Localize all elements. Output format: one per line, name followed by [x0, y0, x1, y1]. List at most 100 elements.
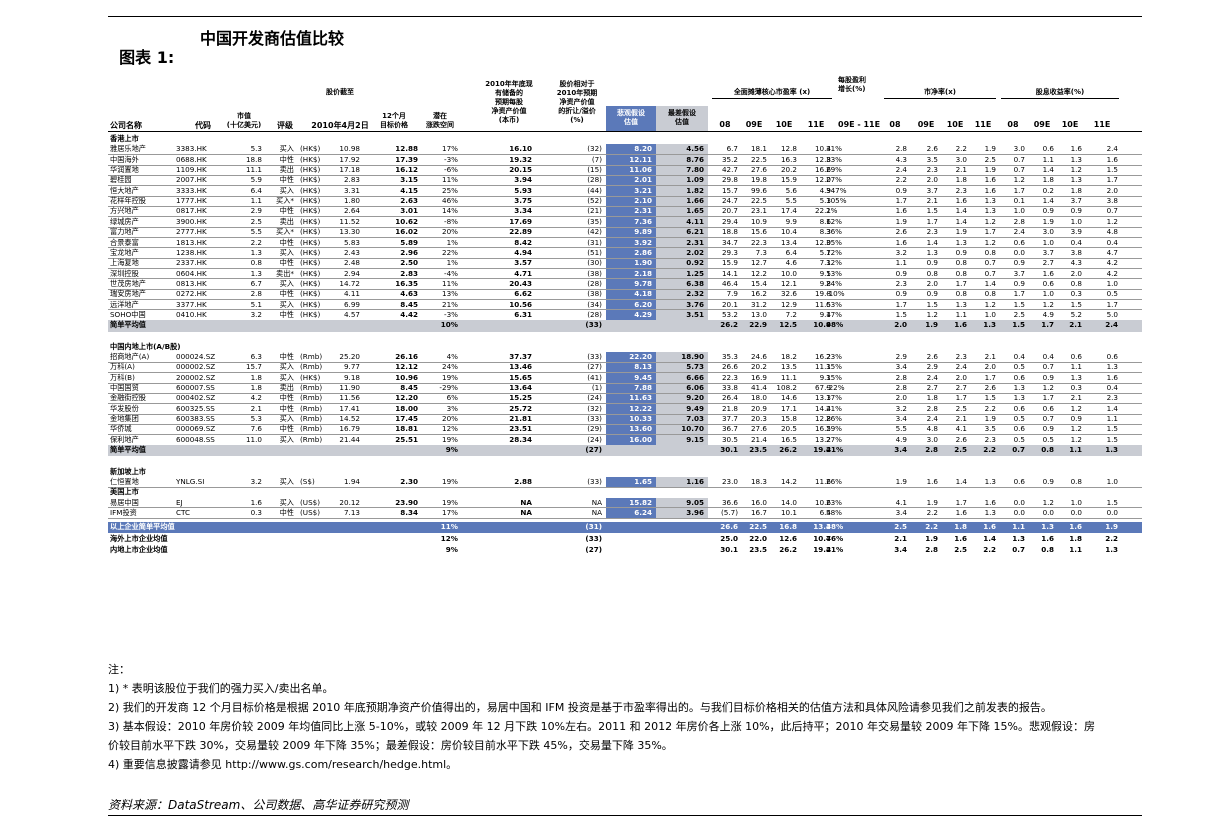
total-row-cell: 2.5 — [894, 522, 907, 532]
table-row-cell: 6.7 — [250, 278, 262, 288]
table-row-cell: 2.7 — [1042, 258, 1054, 268]
total-row-cell: 1.8 — [954, 522, 967, 532]
table-row-cell: 9.89 — [634, 227, 652, 237]
table-row-cell: 22% — [442, 247, 458, 257]
total-row-cell: 26.2 — [779, 544, 797, 554]
table-row-cell: 买入 — [279, 278, 294, 288]
table-row-cell: EJ — [176, 497, 183, 507]
table-row-cell: 1.25 — [686, 268, 704, 278]
table-row-cell: 24.6 — [750, 352, 767, 361]
table-row-cell: 1.0 — [1013, 206, 1025, 216]
table-row-cell: 29% — [826, 424, 842, 434]
table-row-cell: 3900.HK — [176, 216, 207, 226]
table-row-cell: 恒大地产 — [110, 185, 139, 195]
table-row-cell: 4.29 — [634, 309, 652, 319]
table-row-cell: 0604.HK — [176, 268, 207, 278]
summary-row-cell: 26.2 — [720, 320, 738, 330]
table-row-cell: 11.63 — [629, 393, 652, 403]
table-row-cell: 4.15 — [400, 185, 418, 195]
table-row-cell: 16.2 — [814, 352, 831, 361]
table-row-cell: 0.8 — [984, 289, 996, 299]
total-row-cell: 1.6 — [1041, 533, 1054, 543]
table-row-cell: 中性 — [279, 424, 294, 434]
table-row-cell: 2.8 — [1013, 216, 1025, 226]
bear-case-header: 悲观假设 估值 — [606, 106, 656, 132]
table-row-cell: 保利地产 — [110, 434, 139, 444]
table-row-cell: 6.62 — [514, 289, 532, 299]
table-row-cell: 67.9 — [814, 383, 831, 393]
table-row-cell: 1.7 — [984, 227, 996, 237]
pe-group-header: 全面摊薄核心市盈率 (x) — [733, 88, 811, 96]
table-row-cell: 卖出 — [279, 216, 294, 226]
table-row-cell: 1.90 — [634, 258, 652, 268]
table-row-cell: 2.4 — [955, 362, 967, 372]
table-row-cell: 17.41 — [339, 403, 360, 413]
table-row-cell: (HK$) — [300, 206, 321, 216]
table-row-cell: 1.16 — [686, 476, 704, 486]
total-row-cell: 13.4 — [813, 522, 831, 532]
table-row-cell: 35.3 — [721, 352, 738, 361]
table-row-cell: 1.3 — [1070, 175, 1082, 185]
total-row-cell: 0.8 — [1041, 544, 1054, 554]
table-row-cell: 0.4 — [1042, 352, 1054, 361]
table-row: 万科(A) 000002.SZ 15.7 买入 9.77 (Rmb) 12.12 24% 13.… — [108, 362, 1142, 372]
table-row-cell: 11.90 — [339, 383, 360, 393]
summary-row-cell: 简单平均值 — [110, 445, 146, 455]
table-row-cell: (51) — [587, 247, 602, 257]
table-row-cell: 1.7 — [955, 497, 967, 507]
table-row-cell: 12.22 — [629, 403, 652, 413]
table-row: 绿城房产 3900.HK 2.5 卖出 11.52 (HK$) 10.62 -8% 17.69 (… — [108, 217, 1142, 227]
table-row-cell: 2.0 — [1106, 185, 1118, 195]
table-row-cell: 13.3 — [814, 393, 831, 403]
table-row-cell: (S$) — [300, 476, 315, 486]
table-row-cell: 1.65 — [686, 206, 704, 216]
table-row-cell: 1.65 — [634, 476, 652, 486]
table-row-cell: 0.7 — [984, 258, 996, 268]
table-row-cell: (HK$) — [300, 278, 321, 288]
table-row-cell: 27% — [826, 434, 842, 444]
severe-case-header: 最差假设 估值 — [656, 106, 708, 132]
total-row-cell: 3.4 — [894, 544, 907, 554]
table-row-cell: (52) — [587, 196, 602, 206]
table-row-cell: 29.3 — [721, 247, 738, 257]
table-row-cell: 17.18 — [339, 165, 360, 175]
table-row-cell: 2.0 — [1070, 268, 1082, 278]
table-row: 瑞安房地产 0272.HK 2.8 中性 4.11 (HK$) 4.63 13% 6.62 (38… — [108, 289, 1142, 299]
table-row-cell: 9.15 — [686, 434, 704, 444]
total-row-cell: 2.1 — [894, 533, 907, 543]
total-row-cell: 19.4 — [813, 544, 831, 554]
table-row-cell: 1.3 — [1013, 393, 1025, 403]
table-row-cell: 0.6 — [1106, 352, 1118, 361]
table-row-cell: 4.57 — [343, 309, 360, 319]
table-row-cell: 1.2 — [1042, 497, 1054, 507]
total-row-cell: 11% — [440, 522, 458, 532]
table-row-cell: 1777.HK — [176, 196, 207, 206]
table-row-cell: 2.31 — [686, 237, 704, 247]
table-row-cell: YNLG.SI — [176, 476, 205, 486]
table-row-cell: 3.9 — [1070, 227, 1082, 237]
table-row-cell: 0.9 — [1042, 372, 1054, 382]
table-row-cell: 1.8 — [1070, 185, 1082, 195]
table-row-cell: 2.3 — [895, 278, 907, 288]
table-row-cell: SOHO中国 — [110, 309, 146, 319]
h-disc-line: 2010年预期 — [556, 89, 598, 97]
h-disc-line: 股价相对于 — [559, 80, 595, 88]
table-row-cell: 卖出 — [279, 165, 294, 175]
table-row-cell: 3.5 — [926, 154, 938, 164]
h-up-line: 潜在 — [433, 112, 447, 120]
table-row-cell: 易居中国 — [110, 497, 139, 507]
table-row-cell: 1.2 — [1106, 216, 1118, 226]
table-row: 易居中国 EJ 1.6 买入 20.12 (US$) 23.90 19% NA NA 15.82 9.… — [108, 498, 1142, 508]
table-row-cell: -22% — [826, 383, 845, 393]
table-row-cell: 碧桂园 — [110, 175, 132, 185]
table-row-cell: 1.0 — [1070, 216, 1082, 226]
table-row-cell: 000402.SZ — [176, 393, 216, 403]
h-nav-line: 有储备的 — [495, 89, 523, 97]
table-row-cell: 0.7 — [1013, 154, 1025, 164]
table-row-cell: 1.4 — [1042, 165, 1054, 175]
table-row-cell: 20.1 — [721, 299, 738, 309]
table-row-cell: 2.0 — [895, 393, 907, 403]
table-row-cell: 1.9 — [984, 165, 996, 175]
table-row-cell: 4.8 — [926, 424, 938, 434]
table-row-cell: (HK$) — [300, 196, 321, 206]
